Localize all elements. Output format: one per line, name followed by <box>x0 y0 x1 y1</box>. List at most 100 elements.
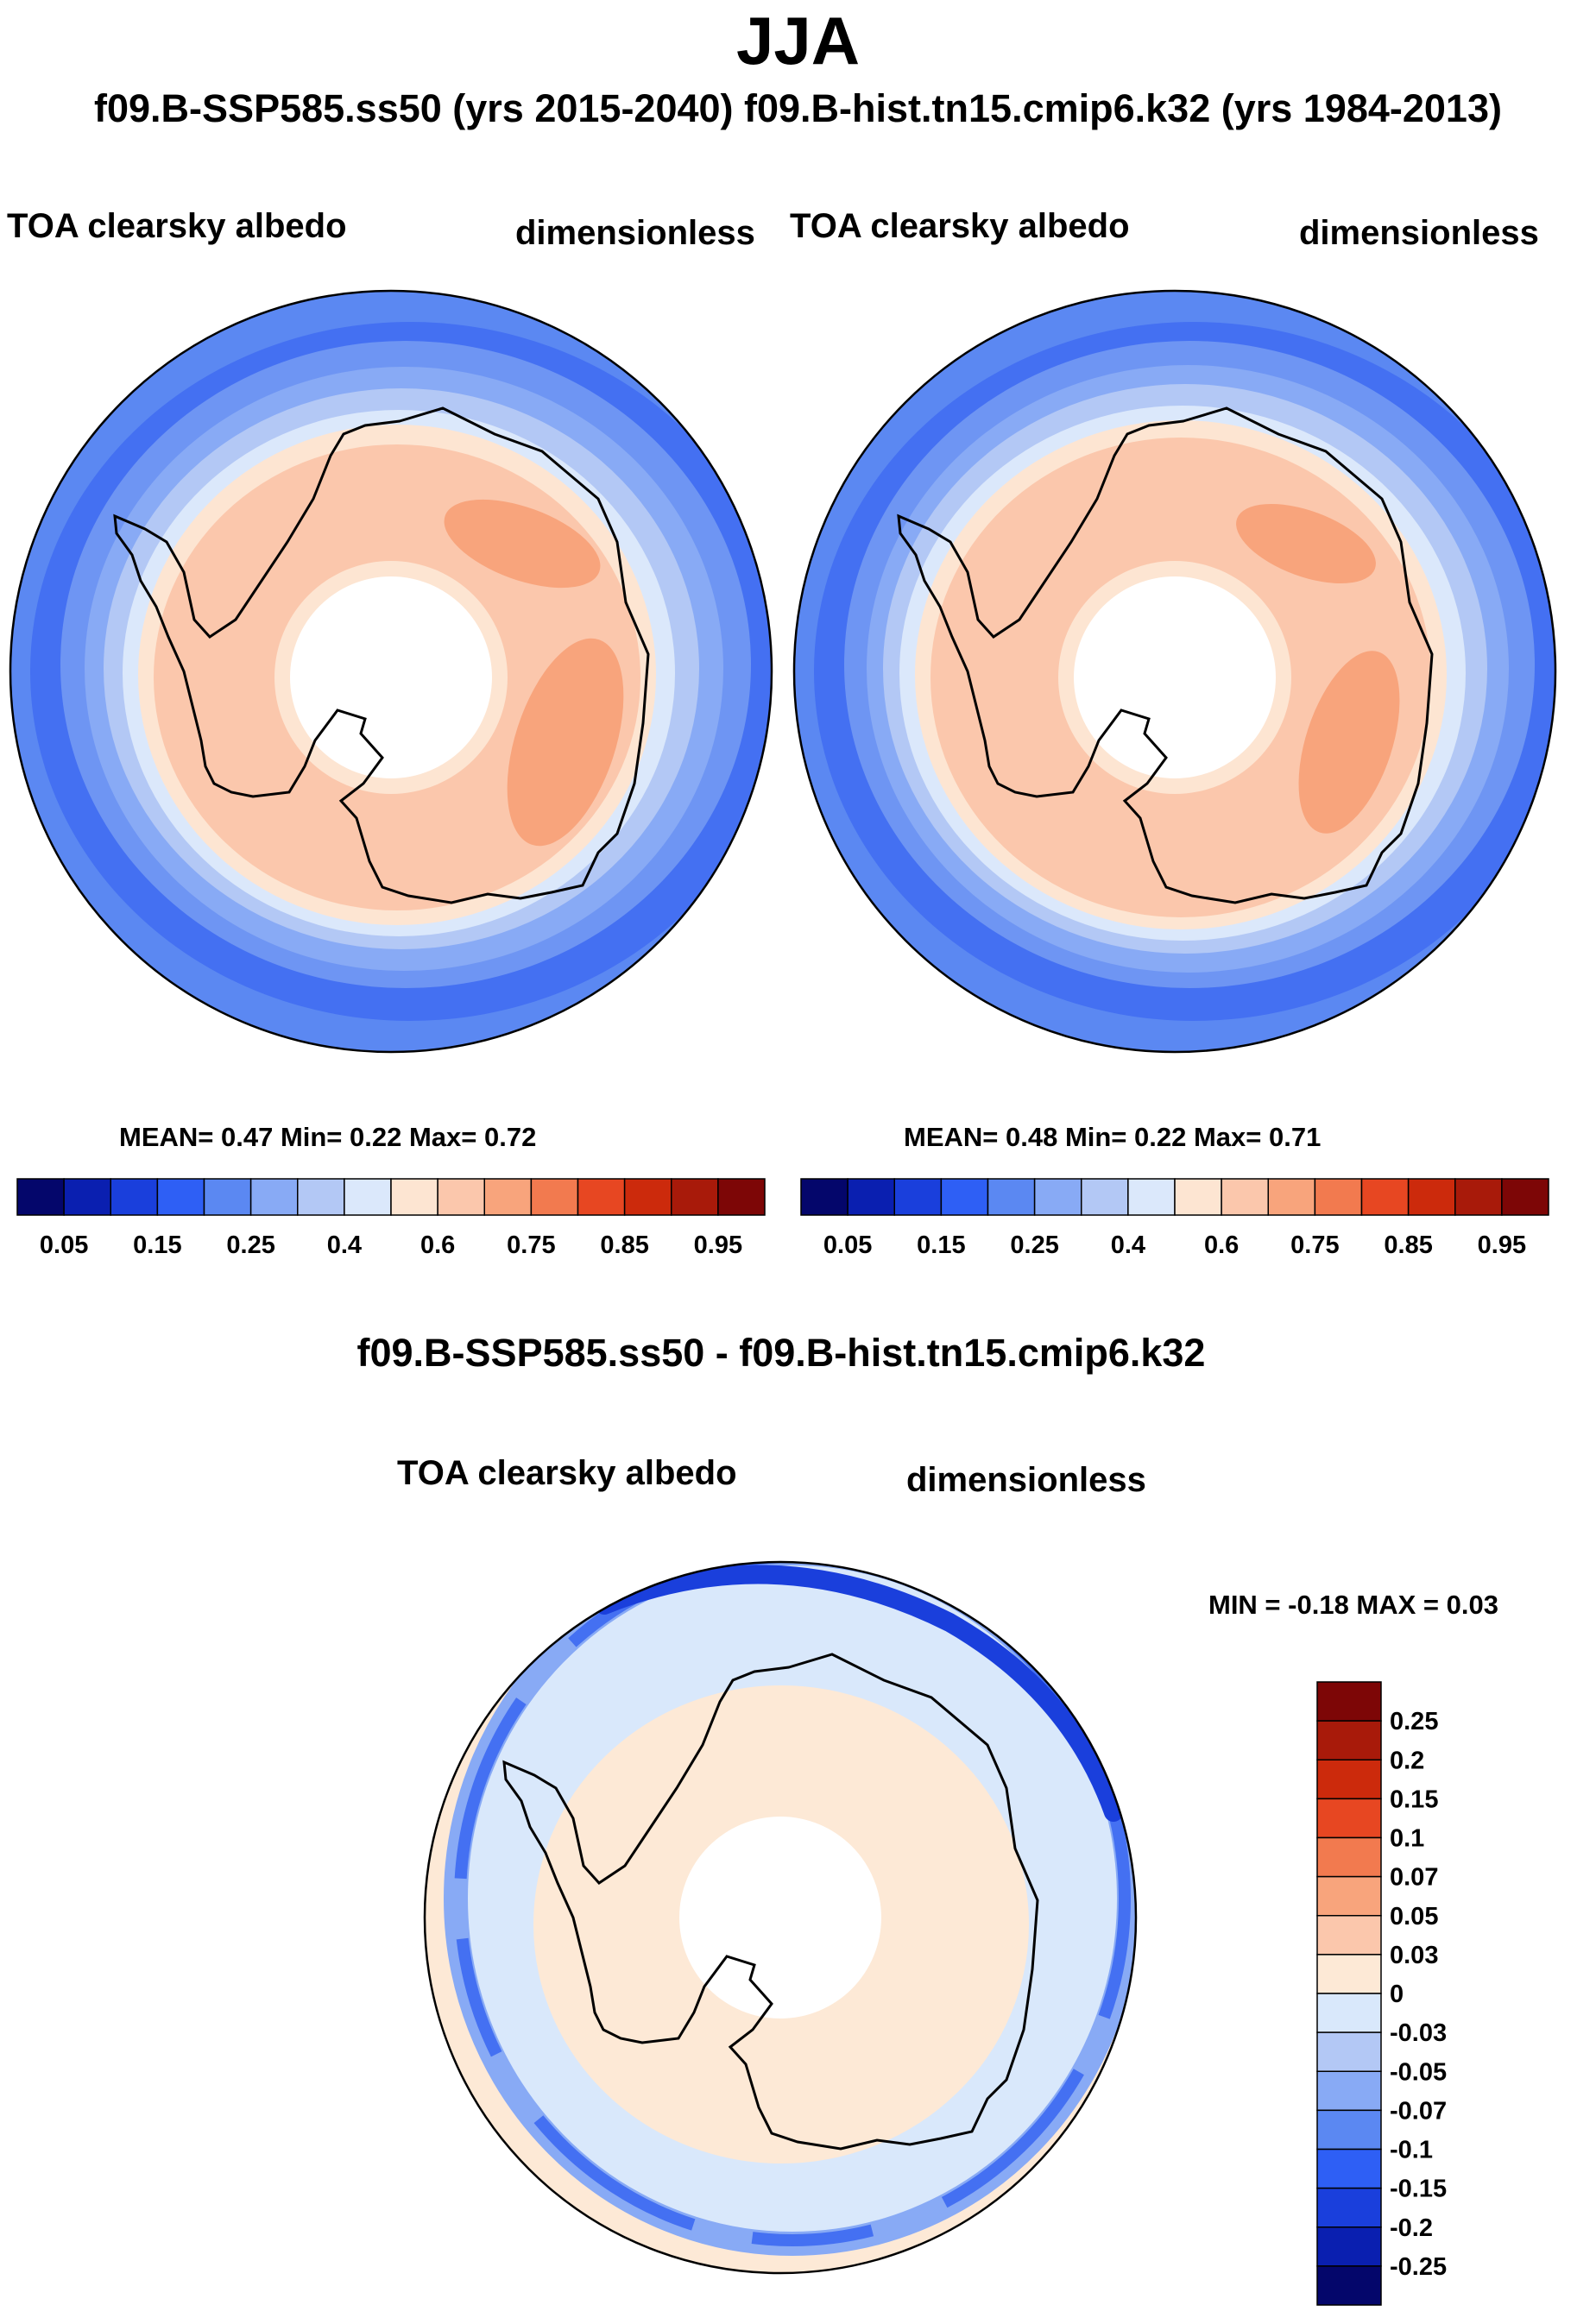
colorbar-3-tick-8: -0.03 <box>1390 2019 1447 2047</box>
colorbar-1-box-0 <box>16 1178 65 1216</box>
colorbar-2-tick-4: 0.6 <box>1204 1231 1239 1259</box>
map1-units-label: dimensionless <box>515 214 755 252</box>
colorbar-2-box-3 <box>940 1178 989 1216</box>
colorbar-2-box-15 <box>1501 1178 1549 1216</box>
colorbar-1-box-3 <box>156 1178 205 1216</box>
colorbar-2-box-4 <box>987 1178 1036 1216</box>
colorbar-3-tick-4: 0.07 <box>1390 1864 1438 1892</box>
colorbar-1-box-12 <box>577 1178 626 1216</box>
map3-units-label: dimensionless <box>906 1461 1146 1499</box>
map1-stats: MEAN= 0.47 Min= 0.22 Max= 0.72 <box>119 1122 537 1152</box>
colorbar-2-box-10 <box>1267 1178 1316 1216</box>
colorbar-3-box-2 <box>1316 1759 1382 1800</box>
colorbar-3-box-8 <box>1316 1993 1382 2033</box>
map2-high-albedo-2 <box>1298 651 1400 834</box>
colorbar-2-box-14 <box>1454 1178 1503 1216</box>
colorbar-3-box-14 <box>1316 2226 1382 2267</box>
map3-pole-hole <box>679 1817 881 2019</box>
colorbar-2-box-1 <box>847 1178 895 1216</box>
map3-strong-decrease <box>595 1565 1123 1822</box>
colorbar-3-box-6 <box>1316 1915 1382 1956</box>
map3 <box>423 1560 1138 2275</box>
colorbar-3-tick-14: -0.25 <box>1390 2253 1447 2281</box>
map1-pole-hole <box>290 576 492 778</box>
colorbar-3-box-1 <box>1316 1720 1382 1760</box>
colorbar-1-tick-2: 0.25 <box>226 1231 274 1259</box>
colorbar-2-tick-6: 0.85 <box>1384 1231 1432 1259</box>
colorbar-3-tick-1: 0.2 <box>1390 1747 1424 1774</box>
colorbar-1-box-10 <box>483 1178 533 1216</box>
colorbar-3-tick-12: -0.15 <box>1390 2176 1447 2203</box>
map3-variable-title: TOA clearsky albedo <box>397 1454 737 1492</box>
colorbar-3-tick-6: 0.03 <box>1390 1942 1438 1969</box>
map3-stats: MIN = -0.18 MAX = 0.03 <box>1208 1590 1498 1620</box>
colorbar-3-box-11 <box>1316 2109 1382 2151</box>
colorbar-3-box-7 <box>1316 1954 1382 1994</box>
colorbar-3-tick-9: -0.05 <box>1390 2058 1447 2086</box>
colorbar-2-box-13 <box>1407 1178 1456 1216</box>
colorbar-2-box-11 <box>1314 1178 1363 1216</box>
season-title: JJA <box>735 3 861 79</box>
colorbar-3-box-5 <box>1316 1875 1382 1917</box>
map2 <box>792 289 1557 1054</box>
colorbar-2-tick-5: 0.75 <box>1290 1231 1339 1259</box>
colorbar-3-tick-10: -0.07 <box>1390 2097 1447 2125</box>
colorbar-2-box-2 <box>893 1178 943 1216</box>
colorbar-2-tick-2: 0.25 <box>1010 1231 1058 1259</box>
colorbar-3-box-15 <box>1316 2265 1382 2306</box>
colorbar-2-box-6 <box>1081 1178 1129 1216</box>
colorbar-3-tick-3: 0.1 <box>1390 1825 1424 1853</box>
colorbar-1-tick-6: 0.85 <box>600 1231 648 1259</box>
colorbar-1-box-11 <box>530 1178 579 1216</box>
colorbar-3-box-0 <box>1316 1681 1382 1722</box>
colorbar-1-tick-1: 0.15 <box>133 1231 181 1259</box>
colorbar-3-tick-5: 0.05 <box>1390 1903 1438 1930</box>
colorbar-1-tick-0: 0.05 <box>40 1231 88 1259</box>
cases-subtitle: f09.B-SSP585.ss50 (yrs 2015-2040) f09.B-… <box>94 86 1502 130</box>
colorbar-1-box-2 <box>110 1178 159 1216</box>
colorbar-3-box-10 <box>1316 2070 1382 2112</box>
map3-ring-strong <box>454 1562 1131 2246</box>
colorbar-2-tick-7: 0.95 <box>1478 1231 1526 1259</box>
map2-border <box>792 289 1557 1054</box>
colorbar-2-box-8 <box>1174 1178 1222 1216</box>
colorbar-2-box-9 <box>1221 1178 1269 1216</box>
map2-variable-title: TOA clearsky albedo <box>790 207 1130 245</box>
colorbar-1-box-15 <box>717 1178 766 1216</box>
colorbar-3-tick-7: 0 <box>1390 1981 1404 2008</box>
colorbar-2: 0.05 0.15 0.25 0.4 0.6 0.75 0.85 0.95 <box>800 1178 1549 1259</box>
map2-high-albedo-1 <box>1236 503 1376 584</box>
colorbar-1-box-9 <box>437 1178 485 1216</box>
colorbar-3-box-3 <box>1316 1798 1382 1839</box>
colorbar-2-box-7 <box>1127 1178 1176 1216</box>
map2-pole-hole <box>1074 576 1276 778</box>
colorbar-1-tick-7: 0.95 <box>694 1231 742 1259</box>
colorbar-1-box-7 <box>344 1178 392 1216</box>
map1-high-albedo-2 <box>507 638 624 847</box>
map1-border <box>9 289 773 1054</box>
colorbar-1-box-14 <box>671 1178 719 1216</box>
colorbar-1-box-5 <box>249 1178 299 1216</box>
colorbar-3-tick-0: 0.25 <box>1390 1708 1438 1735</box>
colorbar-2-tick-3: 0.4 <box>1111 1231 1145 1259</box>
colorbar-1-box-6 <box>297 1178 345 1216</box>
colorbar-3-box-12 <box>1316 2148 1382 2189</box>
colorbar-1-box-8 <box>390 1178 438 1216</box>
colorbar-1-box-13 <box>623 1178 672 1216</box>
colorbar-3-box-13 <box>1316 2187 1382 2228</box>
map1-high-albedo-1 <box>444 499 601 589</box>
map2-units-label: dimensionless <box>1299 214 1539 252</box>
colorbar-1-box-1 <box>63 1178 111 1216</box>
colorbar-2-tick-0: 0.05 <box>823 1231 872 1259</box>
map2-stats: MEAN= 0.48 Min= 0.22 Max= 0.71 <box>904 1122 1322 1152</box>
colorbar-1-tick-4: 0.6 <box>420 1231 455 1259</box>
colorbar-3-box-9 <box>1316 2031 1382 2072</box>
map3-border <box>423 1560 1138 2275</box>
colorbar-1-box-4 <box>203 1178 252 1216</box>
map1-variable-title: TOA clearsky albedo <box>7 207 347 245</box>
colorbar-3-tick-2: 0.15 <box>1390 1786 1438 1813</box>
colorbar-3-box-4 <box>1316 1836 1382 1878</box>
colorbar-2-tick-1: 0.15 <box>917 1231 965 1259</box>
map1 <box>9 289 773 1054</box>
